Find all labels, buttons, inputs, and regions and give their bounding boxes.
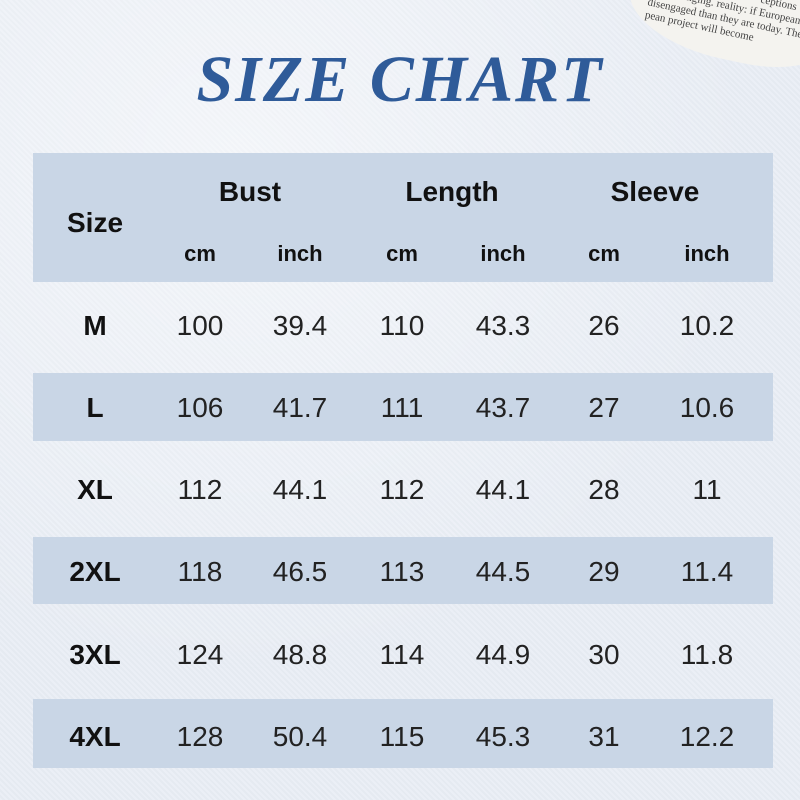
row-value: 31: [588, 721, 620, 752]
header-length: Length: [405, 176, 499, 207]
header-unit: cm: [386, 241, 418, 266]
row-value: 39.4: [272, 310, 328, 341]
row-band: [33, 537, 773, 604]
row-value: 11.4: [680, 556, 734, 587]
header-unit: cm: [588, 241, 620, 266]
row-value: 44.5: [475, 556, 531, 587]
row-value: 44.1: [272, 474, 328, 505]
row-size: L: [86, 392, 104, 423]
row-band: [33, 373, 773, 441]
row-value: 44.1: [475, 474, 531, 505]
row-value: 50.4: [272, 721, 328, 752]
row-value: 12.2: [679, 721, 735, 752]
row-value: 106: [176, 392, 224, 423]
row-value: 118: [177, 556, 223, 587]
row-value: 115: [379, 721, 425, 752]
row-value: 45.3: [475, 721, 531, 752]
row-value: 30: [588, 639, 620, 670]
header-band: [33, 153, 773, 282]
row-value: 26: [588, 310, 620, 341]
header-unit: inch: [684, 241, 730, 266]
row-value: 124: [176, 639, 224, 670]
header-unit: cm: [184, 241, 216, 266]
header-unit: inch: [277, 241, 323, 266]
row-value: 112: [379, 474, 425, 505]
page-title: SIZE CHART: [196, 43, 604, 116]
row-value: 111: [380, 392, 424, 423]
row-value: 28: [588, 474, 620, 505]
row-value: 11.8: [680, 639, 734, 670]
row-value: 41.7: [272, 392, 328, 423]
row-value: 10.6: [679, 392, 735, 423]
row-size: 4XL: [69, 721, 121, 752]
header-unit: inch: [480, 241, 526, 266]
row-value: 11: [692, 474, 722, 505]
row-size: XL: [77, 474, 113, 505]
row-value: 112: [177, 474, 223, 505]
row-size: 3XL: [69, 639, 121, 670]
row-value: 114: [379, 639, 425, 670]
row-value: 44.9: [475, 639, 531, 670]
row-value: 48.8: [272, 639, 328, 670]
header-bust: Bust: [218, 176, 282, 207]
row-band: [33, 699, 773, 768]
row-value: 43.7: [475, 392, 531, 423]
row-size: M: [83, 310, 107, 341]
header-size: Size: [66, 207, 124, 238]
row-value: 10.2: [679, 310, 735, 341]
row-value: 100: [176, 310, 224, 341]
row-value: 113: [379, 556, 425, 587]
row-value: 29: [588, 556, 620, 587]
row-value: 110: [379, 310, 425, 341]
row-value: 128: [176, 721, 224, 752]
row-value: 46.5: [272, 556, 328, 587]
row-size: 2XL: [69, 556, 121, 587]
row-value: 27: [588, 392, 620, 423]
row-value: 43.3: [475, 310, 531, 341]
header-sleeve: Sleeve: [610, 176, 700, 207]
